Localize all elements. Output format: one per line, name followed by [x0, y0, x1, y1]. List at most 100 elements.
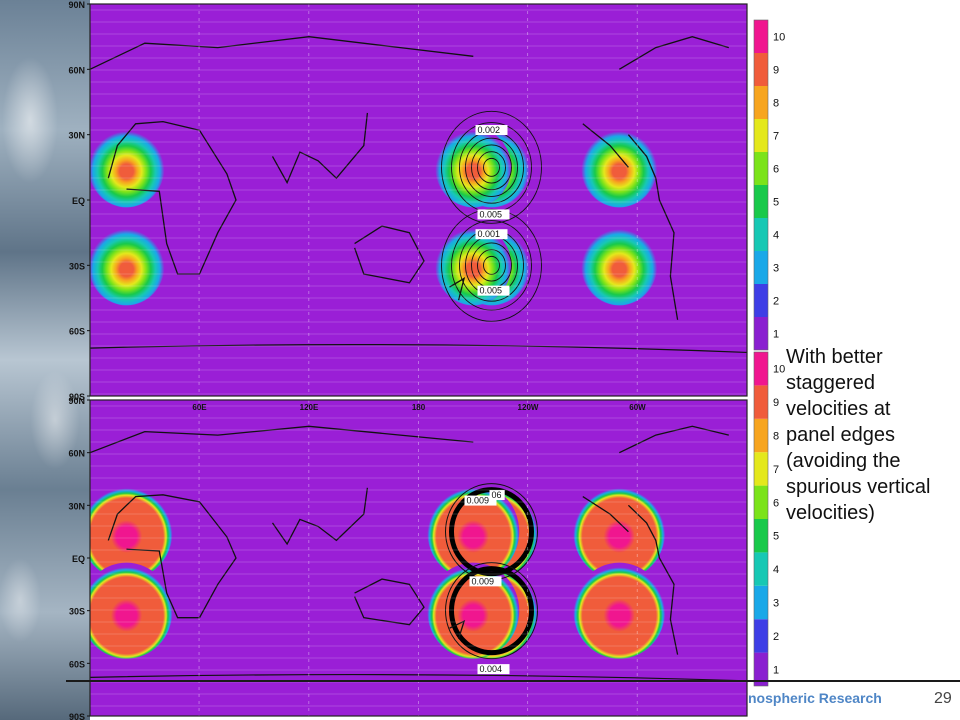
tracer-blob — [573, 562, 666, 659]
annotation-line: velocities at — [786, 398, 891, 420]
colorbar-swatch — [754, 619, 768, 653]
contour-line — [471, 144, 512, 191]
y-tick-label: 30N — [68, 501, 85, 511]
colorbar-tick-label: 8 — [773, 431, 779, 443]
coastline — [107, 120, 237, 275]
coastline — [582, 496, 629, 533]
y-tick-label: 60N — [68, 449, 85, 459]
contour-label: 0.004 — [480, 664, 503, 674]
coastline — [582, 123, 629, 168]
y-tick-label: 90S — [69, 712, 85, 720]
colorbar-swatch — [754, 585, 768, 620]
coastline — [627, 134, 679, 320]
y-tick-label: 90N — [68, 0, 85, 10]
x-tick-label: 60E — [192, 403, 207, 412]
x-tick-label: 60W — [629, 403, 646, 412]
colorbar-swatch — [754, 552, 768, 586]
colorbar-tick-label: 6 — [773, 164, 779, 176]
contour-label: 0.001 — [478, 229, 501, 239]
annotation-line: velocities) — [786, 502, 875, 524]
colorbar-frame — [753, 19, 769, 351]
y-tick-label: 60S — [69, 327, 85, 337]
contour-label-box — [477, 664, 510, 675]
tracer-blob — [90, 562, 173, 659]
coastline — [271, 487, 369, 546]
contour-label-box — [469, 576, 502, 587]
colorbar-swatch — [754, 317, 768, 350]
colorbar-swatch — [754, 385, 768, 419]
colorbar-frame — [753, 351, 769, 687]
y-tick-label: EQ — [72, 554, 85, 564]
contour-line — [483, 255, 500, 275]
contour-line — [445, 562, 538, 660]
contour-label: 06 — [492, 490, 502, 500]
tracer-blob — [435, 225, 512, 306]
y-tick-label: 30S — [69, 607, 85, 617]
x-tick-label: 180 — [412, 403, 426, 412]
footer-rule — [66, 680, 960, 682]
contour-label: 0.005 — [480, 209, 503, 219]
y-tick-label: 30S — [69, 261, 85, 271]
colorbar-tick-label: 8 — [773, 98, 779, 110]
coastline — [90, 36, 474, 70]
contour-line — [477, 151, 506, 184]
contour-label-box — [477, 285, 510, 296]
tracer-blob — [427, 483, 520, 580]
colorbar-swatch — [754, 519, 768, 553]
annotation-line: spurious vertical — [786, 476, 931, 498]
y-tick-label: EQ — [72, 196, 85, 206]
coastline — [353, 225, 425, 284]
tracer-blob — [573, 483, 666, 580]
map-panel-bottom: 90N 60N 30N EQ 30S 60S 90S 60E 120E 180 120W 60W 0.0… — [68, 351, 785, 720]
annotation-line: (avoiding the — [786, 450, 901, 472]
tracer-blob — [427, 562, 520, 659]
colorbar-tick-label: 1 — [773, 664, 779, 676]
coastline — [271, 112, 369, 185]
tracer-blob — [581, 225, 658, 306]
colorbar-swatch — [754, 452, 768, 486]
map-panel-top: 90N 60N 30N EQ 30S 60S 90S 0.002 0.005 0.001 0.005… — [68, 0, 785, 402]
annotation-line: panel edges — [786, 424, 895, 446]
contour-label-box — [475, 125, 508, 136]
contour-label: 0.009 — [472, 576, 495, 586]
contour-line — [441, 208, 542, 322]
contour-label: 0.002 — [478, 125, 501, 135]
annotation-line: staggered — [786, 372, 875, 394]
colorbar-swatch — [754, 119, 768, 152]
coastline — [354, 578, 425, 626]
colorbar-tick-label: 3 — [773, 263, 779, 275]
coastline — [619, 425, 729, 454]
colorbar-tick-label: 7 — [773, 464, 779, 476]
tracer-blob — [90, 483, 173, 580]
colorbar-tick-label: 7 — [773, 131, 779, 143]
colorbar-swatch — [754, 284, 768, 317]
contour-label-box — [464, 495, 497, 506]
contour-line — [483, 157, 500, 177]
colorbar-tick-label: 2 — [773, 296, 779, 308]
colorbar-tick-label: 5 — [773, 197, 779, 209]
coastline — [90, 673, 747, 682]
colorbar-swatch — [754, 185, 768, 218]
colorbar-tick-label: 1 — [773, 329, 779, 341]
page-number: 29 — [934, 690, 952, 707]
x-tick-label: 120W — [518, 403, 539, 412]
y-tick-label: 90S — [69, 392, 85, 402]
colorbar-tick-label: 5 — [773, 531, 779, 543]
y-tick-label: 90N — [68, 396, 85, 406]
y-tick-label: 60N — [68, 65, 85, 75]
colorbar-tick-label: 6 — [773, 497, 779, 509]
coastline — [449, 277, 466, 301]
colorbar-tick-label: 4 — [773, 230, 779, 242]
contour-label-box — [477, 209, 510, 220]
contour-line — [451, 220, 532, 311]
contour-label: 0.005 — [480, 286, 503, 296]
coastline — [90, 344, 747, 354]
annotation-line: With better — [786, 346, 883, 368]
colorbar-swatch — [754, 352, 768, 386]
contour-line — [465, 137, 518, 197]
colorbar-tick-label: 10 — [773, 364, 785, 376]
colorbar-swatch — [754, 652, 768, 686]
contour-line — [449, 566, 534, 656]
colorbar-swatch — [754, 251, 768, 284]
